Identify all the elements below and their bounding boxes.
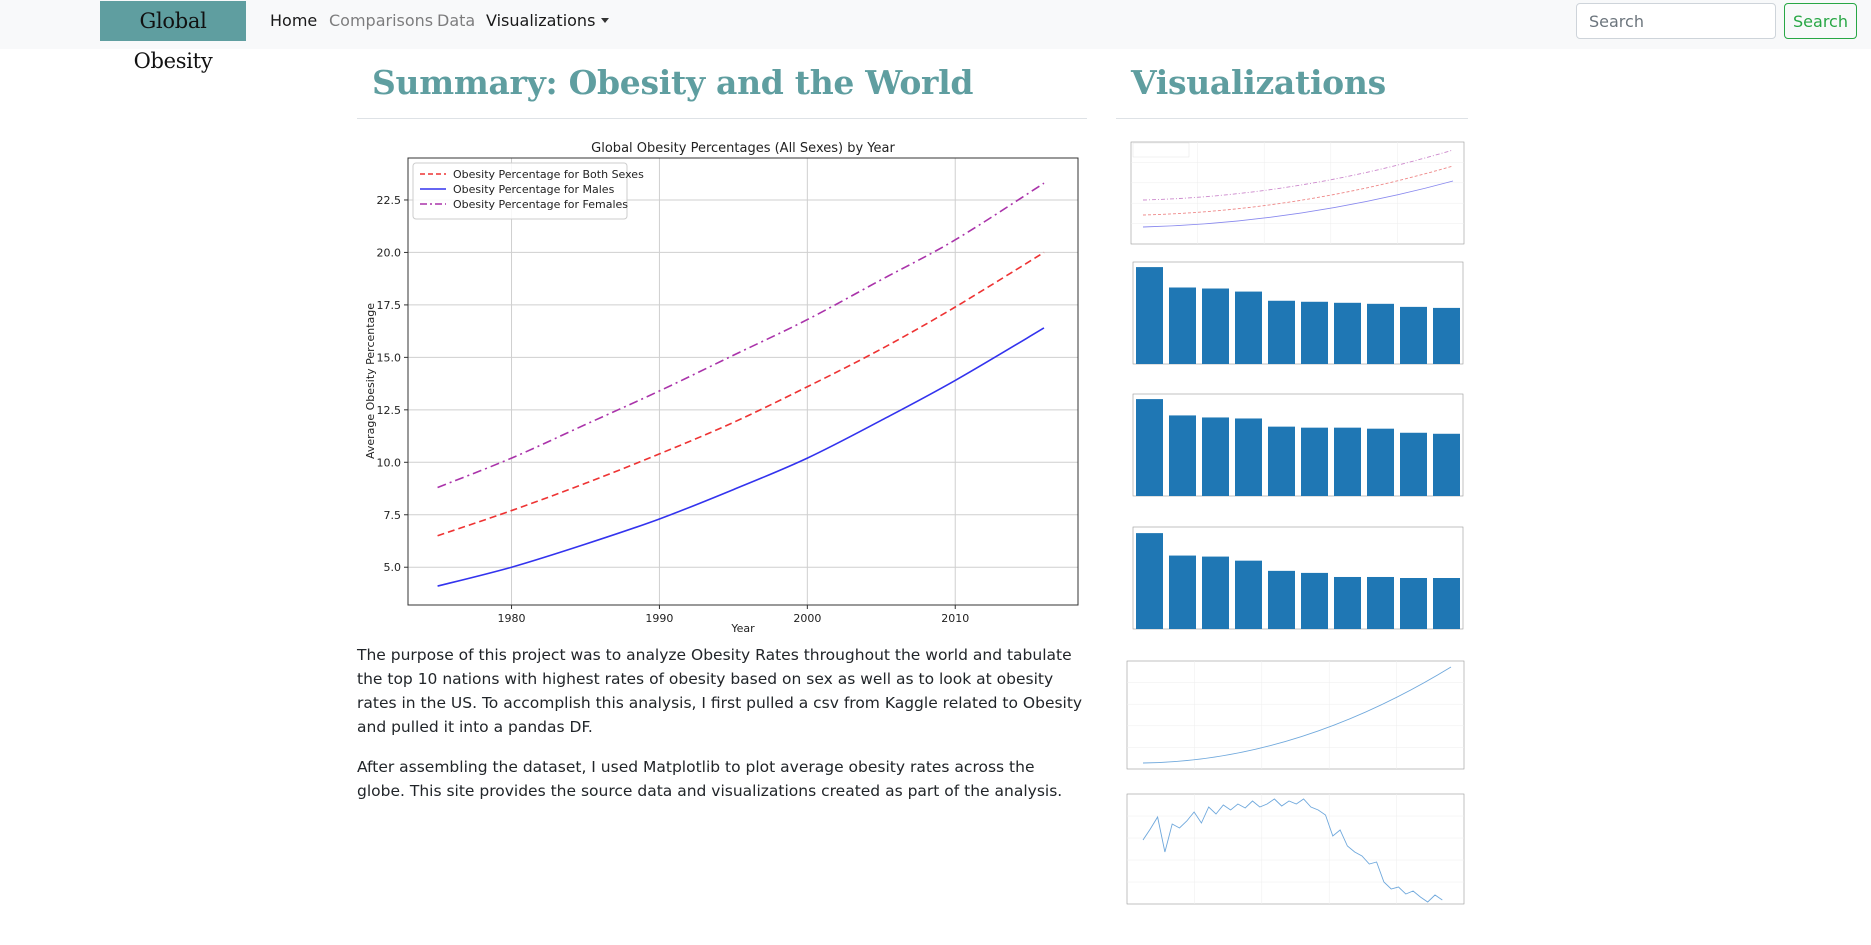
- thumbnail-line-chart-all-sexes: [1130, 141, 1465, 245]
- chart-plot-frame: [407, 157, 1079, 606]
- chart-series-lines: [437, 182, 1045, 587]
- summary-paragraph-1: The purpose of this project was to analy…: [357, 646, 1083, 736]
- caret-down-icon: [601, 18, 610, 23]
- thumb-bar: [1202, 288, 1229, 364]
- thumbnail-bar-chart-males: [1132, 526, 1464, 630]
- summary-paragraph-2: After assembling the dataset, I used Mat…: [357, 758, 1063, 800]
- y-tick-label: 20.0: [377, 246, 402, 259]
- chart-gridlines: [408, 158, 1078, 605]
- x-tick-label: 1990: [645, 612, 673, 625]
- y-tick-label: 5.0: [384, 561, 402, 574]
- x-tick-label: 1980: [498, 612, 526, 625]
- thumb-bar: [1268, 426, 1295, 496]
- y-tick-label: 22.5: [377, 194, 402, 207]
- thumb-bar: [1169, 415, 1196, 496]
- thumb-series-line: [1142, 180, 1454, 228]
- thumb-plot-frame: [1126, 660, 1465, 770]
- legend-entry: Obesity Percentage for Females: [453, 198, 628, 211]
- thumb-bar: [1433, 307, 1460, 364]
- thumb-bar: [1400, 306, 1427, 364]
- thumb-bar: [1235, 291, 1262, 364]
- thumb-bar: [1334, 427, 1361, 496]
- thumb-bar: [1268, 300, 1295, 364]
- nav-dropdown-label: Visualizations: [486, 11, 596, 30]
- thumb-bar: [1433, 433, 1460, 496]
- chart-ticks: 1980 1990 2000 2010 5.0 7.5 10.0 12.5 15.0 17.5 20…: [377, 194, 970, 625]
- series-line-2: [437, 327, 1045, 587]
- thumb-bar: [1169, 555, 1196, 629]
- thumbnail-top10-females[interactable]: [1113, 388, 1467, 514]
- y-tick-label: 7.5: [384, 509, 402, 522]
- thumb-bar: [1136, 267, 1163, 364]
- thumbnail-bar-chart-females: [1132, 393, 1464, 497]
- thumb-bar: [1367, 576, 1394, 629]
- navbar: Global Obesity Home Comparisons Data Vis…: [0, 0, 1871, 73]
- thumbnail-bar-chart-both-sexes: [1132, 261, 1464, 365]
- visualizations-divider: [1116, 118, 1468, 119]
- thumbnail-us-percent-change[interactable]: [1113, 786, 1467, 914]
- thumbnail-top10-males[interactable]: [1113, 521, 1467, 647]
- series-line-1: [437, 251, 1045, 537]
- thumbnail-us-obesity[interactable]: [1113, 653, 1467, 779]
- thumb-bar: [1235, 418, 1262, 496]
- visualizations-heading: Visualizations: [1131, 63, 1386, 102]
- summary-heading: Summary: Obesity and the World: [372, 63, 974, 102]
- thumb-bar: [1268, 570, 1295, 629]
- thumb-plot-frame: [1130, 141, 1465, 245]
- y-tick-label: 12.5: [377, 404, 402, 417]
- thumb-bar: [1400, 578, 1427, 629]
- x-tick-label: 2000: [793, 612, 821, 625]
- thumb-series-line: [1142, 798, 1443, 903]
- summary-divider: [357, 118, 1087, 119]
- thumb-bar: [1301, 301, 1328, 364]
- thumb-bar: [1400, 432, 1427, 496]
- search-input[interactable]: [1576, 3, 1776, 39]
- thumb-series-line: [1142, 666, 1452, 764]
- global-obesity-line-chart: Global Obesity Percentages (All Sexes) b…: [364, 141, 1079, 635]
- nav-link-data[interactable]: Data: [437, 11, 476, 30]
- y-tick-label: 15.0: [377, 351, 402, 364]
- thumb-bar: [1334, 576, 1361, 629]
- thumbnail-line-chart-us-change: [1126, 793, 1465, 905]
- thumb-plot-frame: [1126, 793, 1465, 905]
- thumb-series-line: [1142, 149, 1454, 201]
- brand-logo[interactable]: Global Obesity: [100, 1, 246, 73]
- nav-link-comparisons[interactable]: Comparisons: [329, 11, 434, 30]
- search-button[interactable]: Search: [1784, 3, 1857, 39]
- thumbnail-obesity-by-year[interactable]: [1113, 138, 1467, 250]
- thumbnail-top10-both-sexes[interactable]: [1113, 256, 1467, 382]
- nav-link-home[interactable]: Home: [270, 11, 318, 30]
- thumb-series-line: [1142, 165, 1454, 216]
- thumb-bar: [1301, 427, 1328, 496]
- thumbnail-line-chart-us: [1126, 660, 1465, 770]
- chart-y-axis-label: Average Obesity Percentage: [364, 303, 377, 459]
- x-tick-label: 2010: [941, 612, 969, 625]
- series-line-3: [437, 182, 1045, 489]
- legend-box: [412, 162, 628, 220]
- nav-dropdown-visualizations[interactable]: Visualizations: [486, 10, 610, 32]
- chart-title: Global Obesity Percentages (All Sexes) b…: [591, 141, 895, 156]
- thumb-bar: [1367, 428, 1394, 496]
- y-tick-label: 10.0: [377, 456, 402, 469]
- thumb-bar: [1301, 572, 1328, 629]
- thumb-bar: [1136, 399, 1163, 496]
- legend-entry: Obesity Percentage for Males: [453, 183, 615, 196]
- thumb-bar: [1334, 302, 1361, 364]
- thumb-bar: [1235, 560, 1262, 629]
- legend-entry: Obesity Percentage for Both Sexes: [453, 168, 644, 181]
- thumb-bar: [1169, 287, 1196, 364]
- thumb-bar: [1202, 417, 1229, 496]
- chart-legend: Obesity Percentage for Both Sexes Obesity…: [412, 162, 644, 220]
- thumb-bar: [1202, 556, 1229, 629]
- chart-x-axis-label: Year: [730, 622, 755, 635]
- thumb-bar: [1433, 578, 1460, 629]
- y-tick-label: 17.5: [377, 299, 402, 312]
- thumb-bar: [1367, 303, 1394, 364]
- thumb-bar: [1136, 533, 1163, 629]
- thumb-legend: [1132, 142, 1190, 158]
